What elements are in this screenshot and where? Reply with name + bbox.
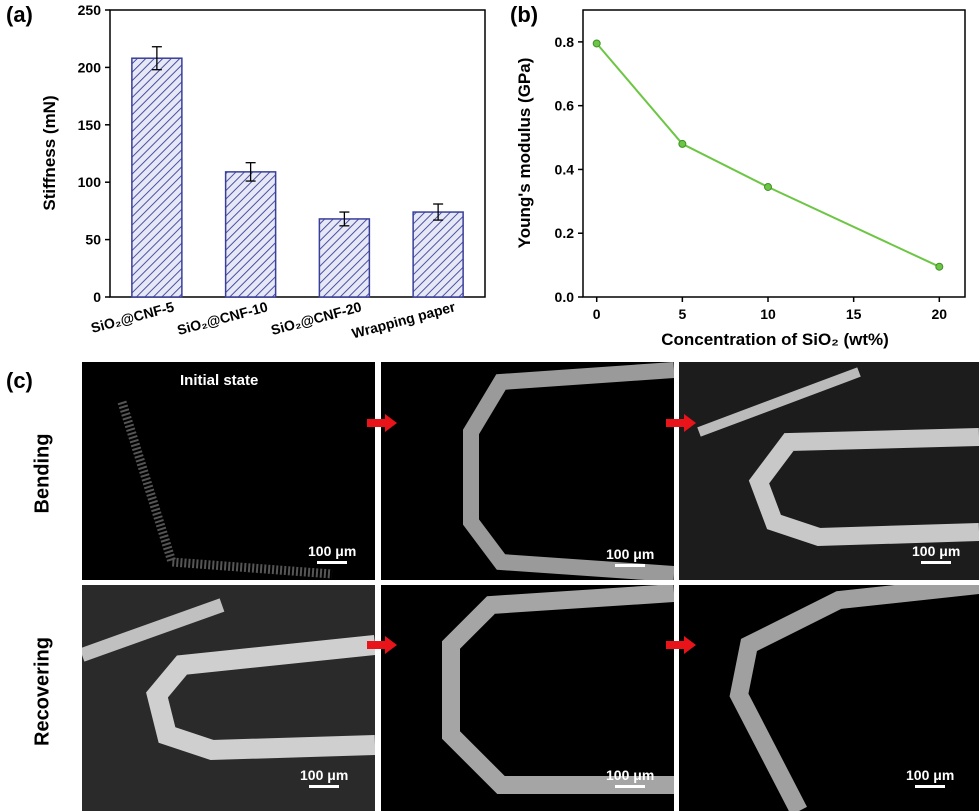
scale-bar-label: 100 μm [300,767,349,783]
y-tick-label: 0.6 [555,98,575,114]
scale-bar: 100 μm [912,543,960,564]
scale-bar-label: 100 μm [606,546,655,562]
y-axis-title: Young's modulus (GPa) [515,58,534,249]
series-line [595,42,940,268]
red-arrow-icon [666,414,696,432]
y-tick-label: 100 [78,174,102,190]
bar [131,57,183,298]
scale-bar: 100 μm [300,767,348,788]
category-label: SiO₂@CNF-10 [175,298,269,338]
red-arrow-icon [367,414,397,432]
x-axis-title: Concentration of SiO₂ (wt%) [661,330,889,349]
scale-bar: 100 μm [906,767,954,788]
scale-bar: 100 μm [308,543,356,564]
sem-image-recovering-3 [679,585,979,811]
panel-b-label: (b) [510,2,539,27]
scale-bar: 100 μm [606,546,654,567]
plot-frame [582,9,966,298]
y-tick-label: 0.8 [555,34,575,50]
sem-image-recovering-1 [82,585,375,811]
scale-bar: 100 μm [606,767,654,788]
bar [224,171,277,298]
scale-bar-line [309,785,340,788]
bar [318,218,371,298]
sem-image-recovering-2 [381,585,674,811]
initial-state-caption: Initial state [180,372,259,389]
scale-bar-line [615,785,646,788]
y-axis-title: Stiffness (mN) [40,95,59,210]
sem-image-bending-3 [679,362,979,580]
sem-image-bending-1 [82,362,375,580]
y-tick-label: 150 [78,117,102,133]
x-tick-label: 15 [846,306,862,322]
youngs-modulus-line-chart: 0.0 0.2 0.4 0.6 0.8 0 5 10 15 20 Young's modulus… [515,9,966,349]
data-point [764,182,773,191]
scale-bar-line [915,785,946,788]
stiffness-bar-chart: 0 50 100 150 200 250 SiO₂@CNF-5 SiO₂@CNF-10 SiO… [40,2,486,341]
x-tick-label: 10 [760,306,776,322]
scale-bar-line [317,561,348,564]
red-arrow-icon [666,636,696,654]
scale-bar-label: 100 μm [308,543,357,559]
y-tick-label: 0.0 [555,289,575,305]
data-point [678,139,687,148]
x-tick-label: 5 [678,306,686,322]
data-point [935,262,944,271]
bar [412,211,464,298]
scale-bar-label: 100 μm [606,767,655,783]
x-tick-label: 20 [932,306,948,322]
category-label: SiO₂@CNF-20 [269,298,363,338]
row-label-recovering: Recovering [31,637,54,746]
y-tick-label: 0.2 [555,225,575,241]
panel-a-label: (a) [6,2,33,27]
scale-bar-line [921,561,952,564]
row-label-bending: Bending [31,433,54,514]
sem-image-bending-2 [381,362,674,580]
plot-frame [109,9,486,298]
panel-c-label: (c) [6,368,33,393]
red-arrow-icon [367,636,397,654]
scale-bar-line [615,564,646,567]
scale-bar-label: 100 μm [906,767,955,783]
y-tick-label: 200 [78,59,102,75]
x-tick-label: 0 [593,306,601,322]
y-tick-label: 0.4 [555,161,575,177]
y-tick-label: 50 [85,232,101,248]
data-point [592,39,601,48]
category-label: SiO₂@CNF-5 [89,298,176,336]
category-label: Wrapping paper [350,298,457,341]
scale-bar-label: 100 μm [912,543,961,559]
y-tick-label: 250 [78,2,102,18]
y-tick-label: 0 [93,289,101,305]
